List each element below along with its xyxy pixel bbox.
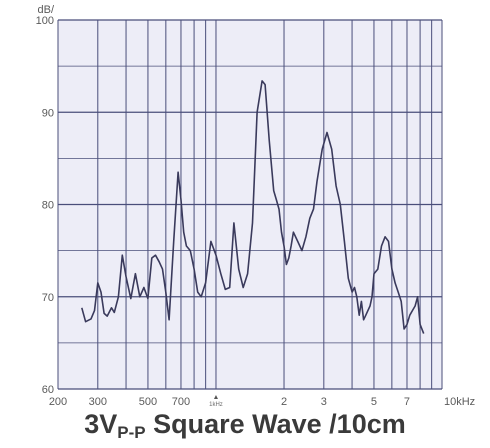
- x-tick-label: 300: [89, 396, 107, 408]
- y-tick-label: 80: [42, 200, 54, 212]
- y-tick-label: 90: [42, 107, 54, 119]
- x-tick-label: 700: [172, 396, 190, 408]
- grid: [57, 19, 443, 390]
- caption-main: 3V: [84, 409, 118, 439]
- caption-rest: Square Wave /10cm: [145, 409, 406, 439]
- x-marker-label: 1kHz: [209, 402, 223, 408]
- chart-caption: 3VP-P Square Wave /10cm: [0, 409, 490, 448]
- y-tick-label: 70: [42, 292, 54, 304]
- caption-subscript: P-P: [117, 423, 146, 442]
- x-marker-triangle: [213, 395, 218, 399]
- x-tick-label: 3: [321, 396, 327, 408]
- y-tick-label: 60: [42, 384, 54, 396]
- series: [81, 80, 425, 334]
- y-unit-label: dB/: [37, 4, 54, 16]
- x-tick-label: 500: [139, 396, 157, 408]
- x-tick-label: 10kHz: [444, 396, 475, 408]
- x-tick-label: 200: [49, 396, 67, 408]
- x-tick-label: 2: [281, 396, 287, 408]
- series-line: [81, 80, 425, 334]
- y-tick-label: 100: [36, 15, 54, 27]
- x-tick-label: 5: [371, 396, 377, 408]
- x-tick-label: 7: [404, 396, 410, 408]
